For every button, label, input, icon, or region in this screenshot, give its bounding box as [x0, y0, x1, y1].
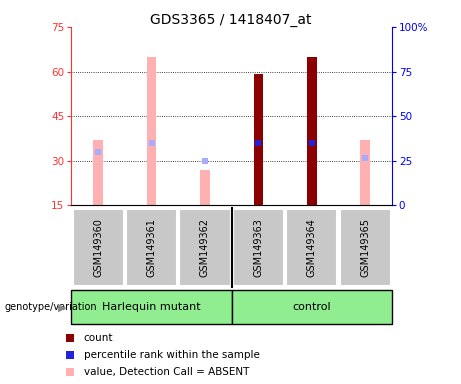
Bar: [93, 140, 103, 205]
Text: GSM149363: GSM149363: [254, 218, 263, 277]
Text: value, Detection Call = ABSENT: value, Detection Call = ABSENT: [84, 367, 249, 377]
Text: Harlequin mutant: Harlequin mutant: [102, 302, 201, 312]
Bar: [254, 74, 263, 205]
Bar: [147, 56, 156, 205]
Text: GSM149362: GSM149362: [200, 218, 210, 277]
Bar: [307, 56, 317, 205]
Text: count: count: [84, 333, 113, 343]
FancyBboxPatch shape: [126, 209, 177, 286]
Text: percentile rank within the sample: percentile rank within the sample: [84, 350, 260, 360]
FancyBboxPatch shape: [179, 209, 230, 286]
FancyBboxPatch shape: [71, 290, 231, 324]
Bar: [361, 140, 370, 205]
FancyBboxPatch shape: [72, 209, 124, 286]
Text: control: control: [292, 302, 331, 312]
FancyBboxPatch shape: [233, 209, 284, 286]
Bar: [200, 170, 210, 205]
Text: GSM149365: GSM149365: [360, 218, 370, 277]
Text: GSM149364: GSM149364: [307, 218, 317, 277]
FancyBboxPatch shape: [286, 209, 337, 286]
FancyBboxPatch shape: [339, 209, 391, 286]
Text: GSM149361: GSM149361: [147, 218, 157, 277]
Text: GSM149360: GSM149360: [93, 218, 103, 277]
FancyBboxPatch shape: [231, 290, 392, 324]
Text: genotype/variation: genotype/variation: [5, 302, 97, 312]
Text: GDS3365 / 1418407_at: GDS3365 / 1418407_at: [150, 13, 311, 27]
Text: ▶: ▶: [59, 302, 67, 312]
